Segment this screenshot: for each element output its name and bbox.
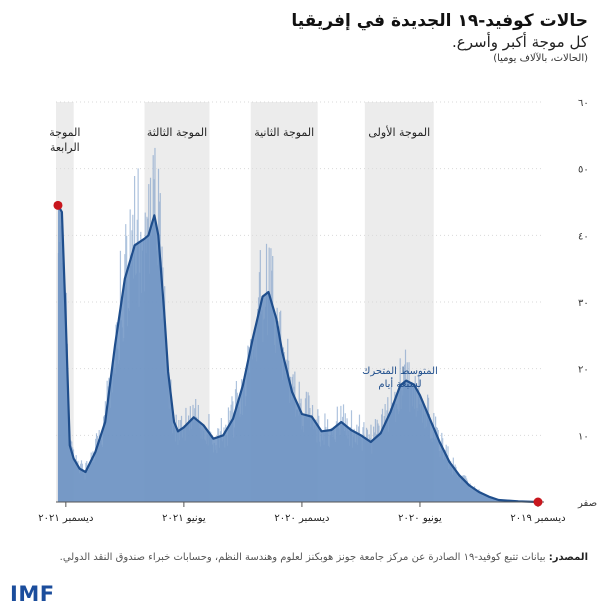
wave-label-2: الموجة الثانية — [254, 126, 314, 139]
moving-average-area — [57, 205, 538, 502]
wave-label-line: الموجة الثالثة — [147, 126, 207, 139]
source-label: المصدر: — [548, 552, 588, 563]
y-tick-label-40: ٤٠ — [578, 231, 589, 242]
y-tick-label-50: ٥٠ — [578, 165, 589, 176]
chart-subtitle: كل موجة أكبر وأسرع. — [452, 33, 588, 51]
y-tick-label-20: ٢٠ — [578, 365, 589, 376]
chart-header: حالات كوفيد-١٩ الجديدة في إفريقيا كل موج… — [8, 10, 588, 66]
wave-label-4: الموجة الرابعة — [49, 126, 80, 154]
y-tick-label-0: صفر — [577, 498, 597, 509]
annotation-line: لسبعة أيام — [378, 377, 421, 390]
source-text: بيانات تتبع كوفيد-١٩ الصادرة عن مركز جام… — [59, 552, 546, 563]
wave-label-line: الموجة الثانية — [254, 126, 314, 139]
x-tick-label-1: يونيو ٢٠٢٠ — [398, 513, 442, 524]
wave-label-line: الموجة الأولى — [368, 125, 430, 139]
y-tick-label-30: ٣٠ — [578, 298, 589, 309]
y-tick-label-60: ٦٠ — [578, 98, 589, 109]
x-tick-label-4: ديسمبر ٢٠٢١ — [38, 513, 93, 524]
x-tick-label-3: يونيو ٢٠٢١ — [162, 513, 206, 524]
imf-logo: IMF — [10, 582, 55, 606]
x-tick-label-2: ديسمبر ٢٠٢٠ — [274, 513, 329, 524]
moving-average-annotation: المتوسط المتحرك لسبعة أيام — [362, 366, 438, 390]
moving-average-line — [57, 204, 539, 504]
covid-africa-area-chart: الموجة الأولى الموجة الثانية الموجة الثالث… — [38, 98, 597, 524]
wave-label-3: الموجة الثالثة — [147, 126, 207, 139]
marker-latest — [53, 200, 63, 210]
wave-label-line: الرابعة — [50, 141, 80, 154]
chart-unit-label: (الحالات، بالآلاف يوميا) — [493, 53, 588, 64]
x-tick-label-0: ديسمبر ٢٠١٩ — [510, 513, 565, 524]
source-note: المصدر: بيانات تتبع كوفيد-١٩ الصادرة عن … — [8, 552, 588, 563]
annotation-line: المتوسط المتحرك — [362, 366, 438, 377]
wave-label-line: الموجة — [49, 126, 80, 139]
wave-label-1: الموجة الأولى — [368, 125, 430, 139]
chart-title: حالات كوفيد-١٩ الجديدة في إفريقيا — [291, 11, 588, 31]
marker-start — [533, 497, 543, 507]
y-tick-label-10: ١٠ — [578, 431, 589, 442]
